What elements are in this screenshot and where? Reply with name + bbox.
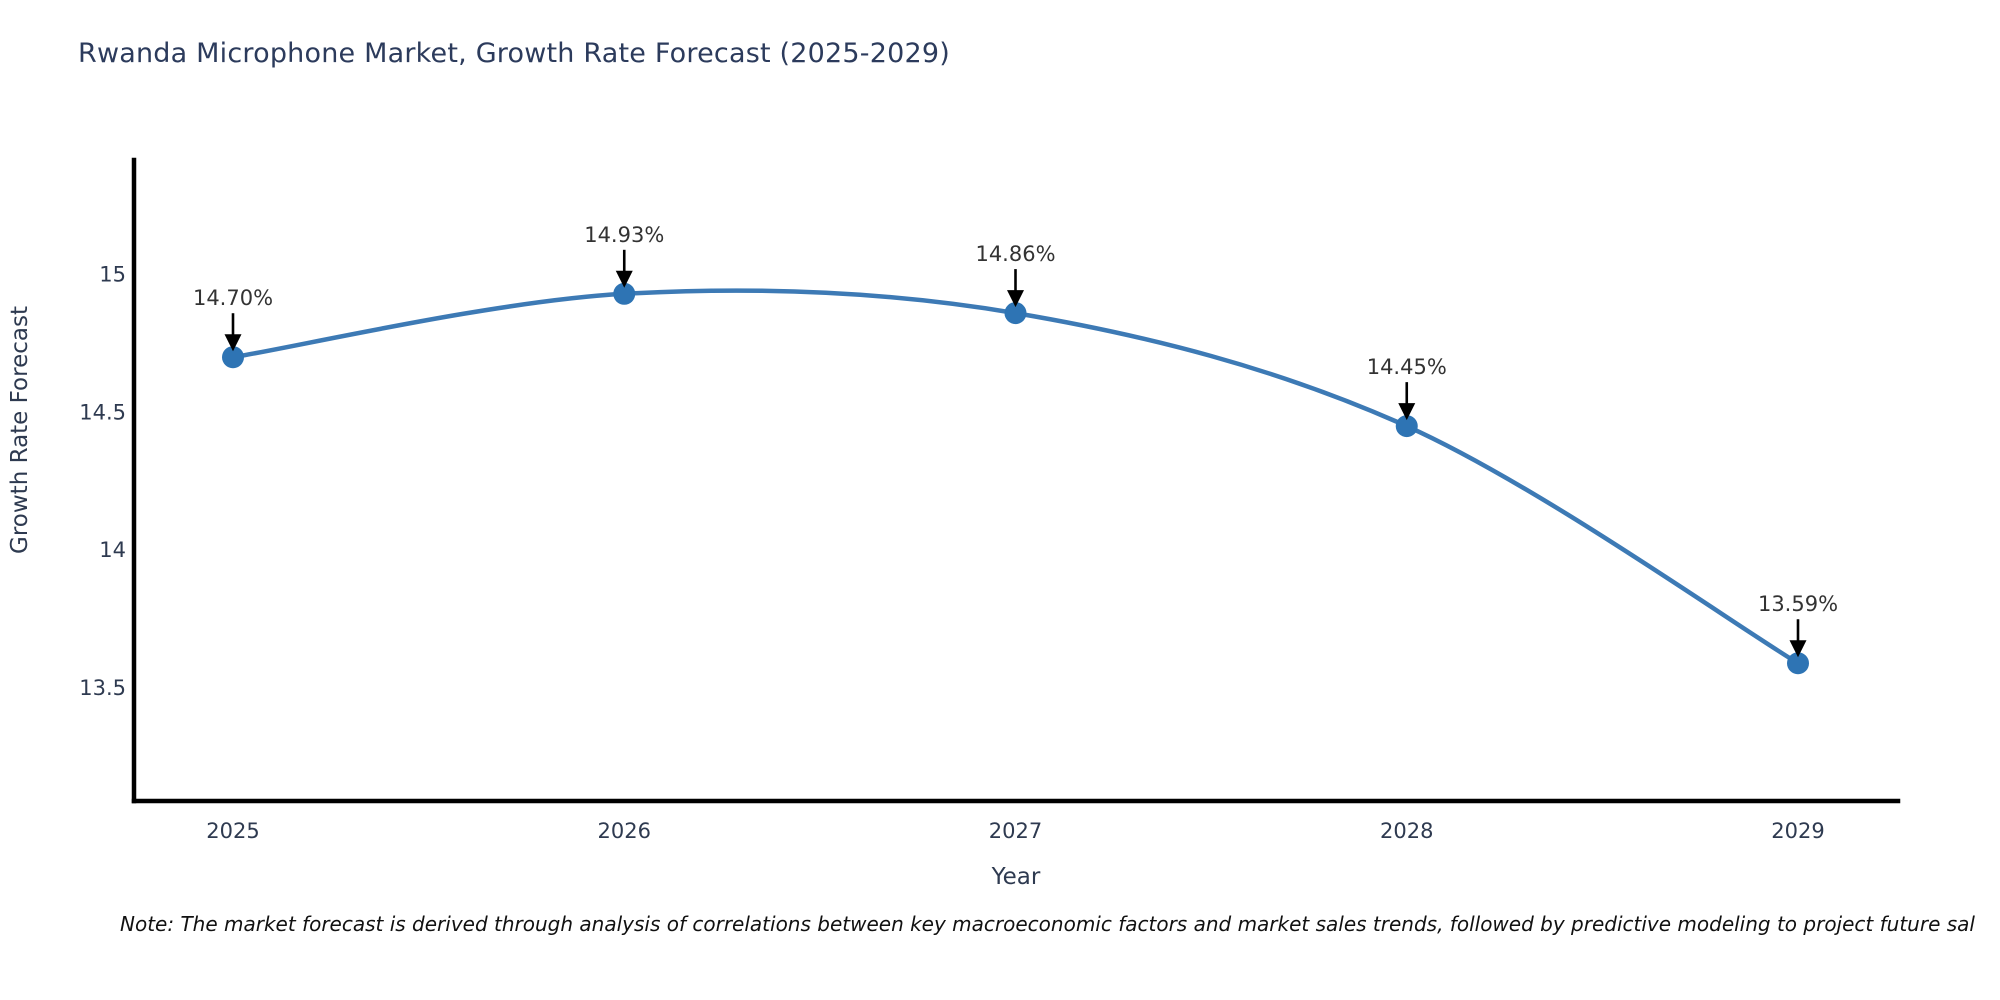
annotation-arrowhead: [1398, 403, 1416, 421]
point-value-label: 13.59%: [1758, 592, 1838, 616]
footnote: Note: The market forecast is derived thr…: [120, 912, 1975, 936]
data-point-marker: [1004, 302, 1027, 325]
annotation-arrowhead: [615, 270, 633, 288]
x-axis-title: Year: [991, 864, 1041, 890]
annotation-arrowhead: [1007, 290, 1024, 308]
annotation-arrowhead: [224, 334, 242, 352]
y-tick-label: 13.5: [79, 676, 126, 700]
point-value-label: 14.93%: [584, 223, 664, 247]
x-tick-label: 2027: [989, 819, 1042, 843]
x-tick-label: 2026: [598, 819, 651, 843]
chart-title: Rwanda Microphone Market, Growth Rate Fo…: [78, 38, 950, 69]
data-point-marker: [1787, 652, 1809, 675]
y-tick-label: 14: [99, 538, 126, 562]
x-tick-label: 2029: [1771, 819, 1824, 843]
x-tick-label: 2025: [206, 819, 259, 843]
point-value-label: 14.86%: [975, 242, 1055, 266]
point-value-label: 14.70%: [193, 286, 273, 310]
data-point-marker: [1395, 415, 1418, 438]
annotation-arrowhead: [1789, 640, 1807, 658]
data-point-marker: [613, 282, 636, 305]
data-point-marker: [222, 346, 244, 369]
y-tick-label: 14.5: [79, 400, 126, 424]
point-value-label: 14.45%: [1367, 355, 1447, 379]
y-tick-label: 15: [99, 263, 126, 287]
x-tick-label: 2028: [1380, 819, 1433, 843]
y-axis-title: Growth Rate Forecast: [7, 306, 33, 554]
trend-line: [230, 288, 1801, 666]
